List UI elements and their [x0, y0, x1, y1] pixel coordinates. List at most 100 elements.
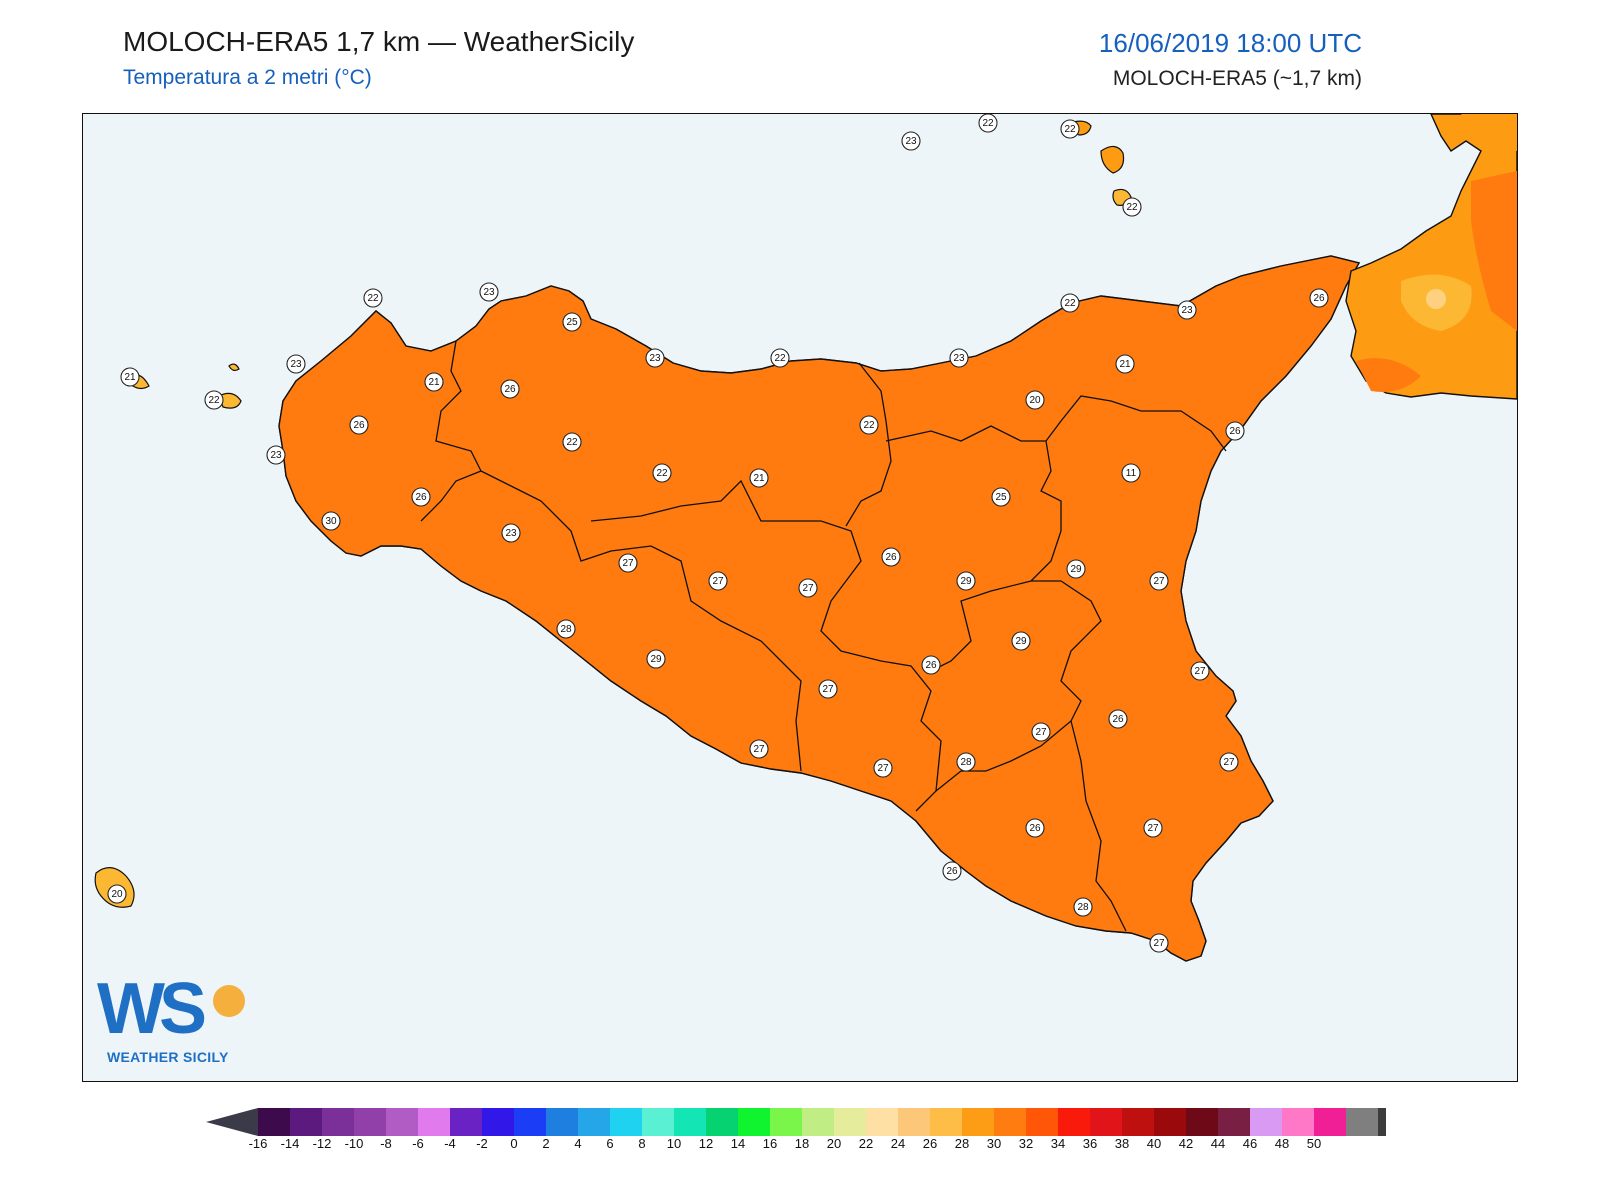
station-value: 28	[560, 624, 572, 635]
colorbar-tick-label: 50	[1306, 1136, 1322, 1151]
colorbar-segment	[1250, 1108, 1283, 1136]
station-value: 21	[124, 372, 136, 383]
station-value: 29	[1015, 636, 1027, 647]
colorbar-segment	[674, 1108, 707, 1136]
station-marker: 26	[921, 655, 941, 675]
station-value: 26	[1029, 823, 1041, 834]
colorbar-tick-label: 18	[794, 1136, 810, 1151]
station-marker: 29	[1011, 631, 1031, 651]
colorbar-tick-label: 48	[1274, 1136, 1290, 1151]
station-marker: 28	[956, 752, 976, 772]
station-marker: 26	[1225, 421, 1245, 441]
station-value: 20	[111, 889, 123, 900]
colorbar-tick-label: -14	[280, 1136, 300, 1151]
station-marker: 23	[901, 131, 921, 151]
station-value: 22	[982, 118, 994, 129]
station-value: 23	[1181, 305, 1193, 316]
station-value: 22	[1064, 124, 1076, 135]
station-marker: 26	[349, 415, 369, 435]
colorbar-segment	[1218, 1108, 1251, 1136]
station-value: 27	[712, 576, 724, 587]
station-marker: 21	[424, 372, 444, 392]
colorbar-segment	[1378, 1108, 1386, 1136]
station-value: 27	[802, 583, 814, 594]
colorbar-tick-label: 24	[890, 1136, 906, 1151]
colorbar-tick-labels: -16 -14 -12 -10 -8 -6 -4 -2 0 2 4 6 8 10 12 14 16 18 20 22 2…	[0, 1136, 1600, 1156]
station-markers: 23 22 22 22 22 23 25 23 22 23 22 23 26 21 22 23 21 26 21 20…	[107, 114, 1329, 953]
colorbar-segment	[1058, 1108, 1091, 1136]
station-value: 27	[1223, 757, 1235, 768]
station-value: 26	[353, 420, 365, 431]
station-marker: 20	[107, 884, 127, 904]
station-marker: 27	[873, 758, 893, 778]
colorbar-tick-label: 16	[762, 1136, 778, 1151]
station-marker: 22	[1122, 197, 1142, 217]
temperature-map[interactable]: 23 22 22 22 22 23 25 23 22 23 22 23 26 21 22 23 21 26 21 20…	[82, 113, 1518, 1082]
station-marker: 21	[749, 468, 769, 488]
station-marker: 26	[942, 861, 962, 881]
station-marker: 23	[266, 445, 286, 465]
logo-name: WEATHER SICILY	[107, 1049, 229, 1065]
colorbar-tick-label: -10	[344, 1136, 364, 1151]
colorbar-segment	[1346, 1108, 1379, 1136]
colorbar-segment	[770, 1108, 803, 1136]
colorbar-tick-label: -4	[444, 1136, 456, 1151]
station-value: 27	[877, 763, 889, 774]
colorbar-tick-label: 4	[574, 1136, 582, 1151]
model-label: MOLOCH-ERA5 (~1,7 km)	[1112, 67, 1362, 90]
colorbar-tick-label: 26	[922, 1136, 938, 1151]
colorbar-tick-label: -2	[476, 1136, 488, 1151]
station-marker: 22	[652, 463, 672, 483]
colorbar-segment	[1090, 1108, 1123, 1136]
station-value: 26	[1112, 714, 1124, 725]
station-value: 22	[774, 353, 786, 364]
station-marker: 25	[991, 487, 1011, 507]
colorbar-tick-label: -12	[312, 1136, 332, 1151]
station-value: 29	[1070, 564, 1082, 575]
colorbar-segment	[546, 1108, 579, 1136]
station-marker: 27	[618, 553, 638, 573]
colorbar-segment	[1122, 1108, 1155, 1136]
station-marker: 22	[859, 415, 879, 435]
station-marker: 23	[949, 348, 969, 368]
colorbar-tick-label: 22	[858, 1136, 874, 1151]
station-value: 22	[1064, 298, 1076, 309]
station-marker: 22	[204, 390, 224, 410]
calabria-landmass	[1345, 114, 1517, 400]
station-value: 21	[753, 473, 765, 484]
map-svg: 23 22 22 22 22 23 25 23 22 23 22 23 26 21 22 23 21 26 21 20…	[94, 114, 1517, 962]
colorbar-tick-label: 10	[666, 1136, 682, 1151]
station-value: 26	[504, 384, 516, 395]
colorbar-segment	[322, 1108, 355, 1136]
station-value: 23	[270, 450, 282, 461]
colorbar-under-arrow	[206, 1108, 258, 1136]
station-value: 21	[1119, 359, 1131, 370]
colorbar-segment	[930, 1108, 963, 1136]
station-marker: 27	[749, 739, 769, 759]
station-value: 22	[566, 437, 578, 448]
station-value: 22	[367, 293, 379, 304]
station-marker: 22	[978, 114, 998, 133]
station-value: 21	[428, 377, 440, 388]
valid-time: 16/06/2019 18:00 UTC	[1098, 28, 1362, 58]
colorbar-tick-label: 36	[1082, 1136, 1098, 1151]
station-marker: 27	[798, 578, 818, 598]
station-marker: 27	[1219, 752, 1239, 772]
station-value: 27	[1153, 938, 1165, 949]
colorbar-segment	[354, 1108, 387, 1136]
station-value: 23	[905, 136, 917, 147]
station-marker: 22	[363, 288, 383, 308]
colorbar-segment	[1026, 1108, 1059, 1136]
station-marker: 27	[1031, 722, 1051, 742]
station-marker: 20	[1025, 390, 1045, 410]
station-marker: 27	[1149, 571, 1169, 591]
colorbar-segment	[962, 1108, 995, 1136]
colorbar-tick-label: 46	[1242, 1136, 1258, 1151]
colorbar-segment	[642, 1108, 675, 1136]
station-value: 27	[1035, 727, 1047, 738]
station-marker: 29	[1066, 559, 1086, 579]
station-marker: 29	[646, 649, 666, 669]
temperature-colorbar	[206, 1108, 1386, 1136]
station-marker: 26	[1025, 818, 1045, 838]
station-value: 29	[960, 576, 972, 587]
